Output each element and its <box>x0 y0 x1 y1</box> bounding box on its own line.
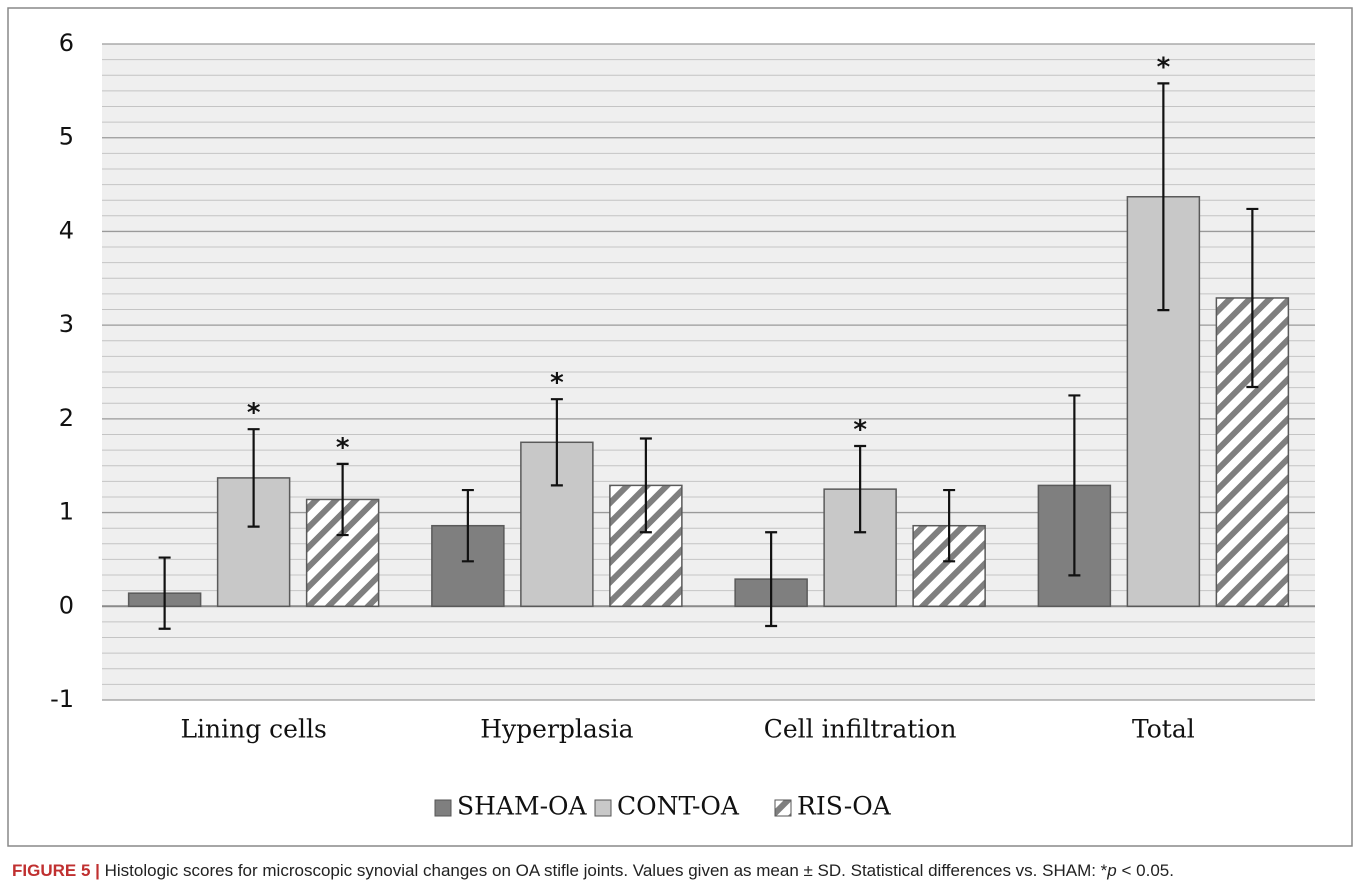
caption-text: Histologic scores for microscopic synovi… <box>100 861 1108 880</box>
legend-label: CONT-OA <box>617 792 740 821</box>
legend-label: SHAM-OA <box>457 792 588 821</box>
y-tick-label: 1 <box>59 498 74 526</box>
legend-swatch <box>774 799 792 817</box>
error-bar <box>943 488 956 563</box>
caption: FIGURE 5 | Histologic scores for microsc… <box>12 861 1174 880</box>
y-tick-label: 0 <box>59 591 74 619</box>
significance-marker: * <box>853 415 867 445</box>
significance-marker: * <box>550 368 564 398</box>
error-bar <box>639 437 652 534</box>
significance-marker: * <box>1157 52 1171 82</box>
error-bar <box>854 444 867 534</box>
error-bar <box>247 428 260 528</box>
y-tick-label: 2 <box>59 404 74 432</box>
x-tick-label: Cell infiltration <box>764 715 957 744</box>
error-bar <box>1157 82 1170 312</box>
error-bar <box>1068 394 1081 577</box>
legend-label: RIS-OA <box>797 792 892 821</box>
error-bar <box>336 462 349 537</box>
y-tick-label: 4 <box>59 216 74 244</box>
error-bar <box>1246 207 1259 389</box>
y-tick-label: 5 <box>59 123 74 151</box>
x-tick-label: Total <box>1132 715 1195 744</box>
legend-swatch <box>594 799 612 817</box>
significance-marker: * <box>336 433 350 463</box>
significance-marker: * <box>247 398 261 428</box>
error-bar <box>461 488 474 563</box>
x-tick-label: Lining cells <box>180 715 326 744</box>
x-tick-label: Hyperplasia <box>480 715 633 744</box>
error-bar <box>158 556 171 630</box>
legend-swatch <box>434 799 452 817</box>
y-tick-label: 6 <box>59 29 74 57</box>
caption-label: FIGURE 5 | <box>12 861 100 880</box>
error-bar <box>550 398 563 487</box>
y-tick-label: -1 <box>50 685 74 713</box>
caption-italic: p <box>1106 861 1116 880</box>
figure-frame <box>7 7 1353 847</box>
caption-rest: < 0.05. <box>1117 861 1174 880</box>
y-tick-label: 3 <box>59 310 74 338</box>
error-bar <box>765 531 778 628</box>
